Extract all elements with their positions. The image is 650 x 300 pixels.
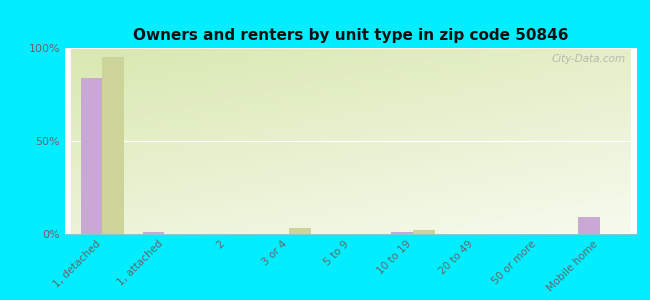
Bar — [102, 57, 124, 234]
Text: City-Data.com: City-Data.com — [551, 54, 625, 64]
Bar — [391, 232, 413, 234]
Bar — [143, 232, 164, 234]
Title: Owners and renters by unit type in zip code 50846: Owners and renters by unit type in zip c… — [133, 28, 569, 43]
Bar — [413, 230, 435, 234]
Bar — [81, 78, 102, 234]
Bar — [578, 217, 600, 234]
Bar — [289, 228, 311, 234]
